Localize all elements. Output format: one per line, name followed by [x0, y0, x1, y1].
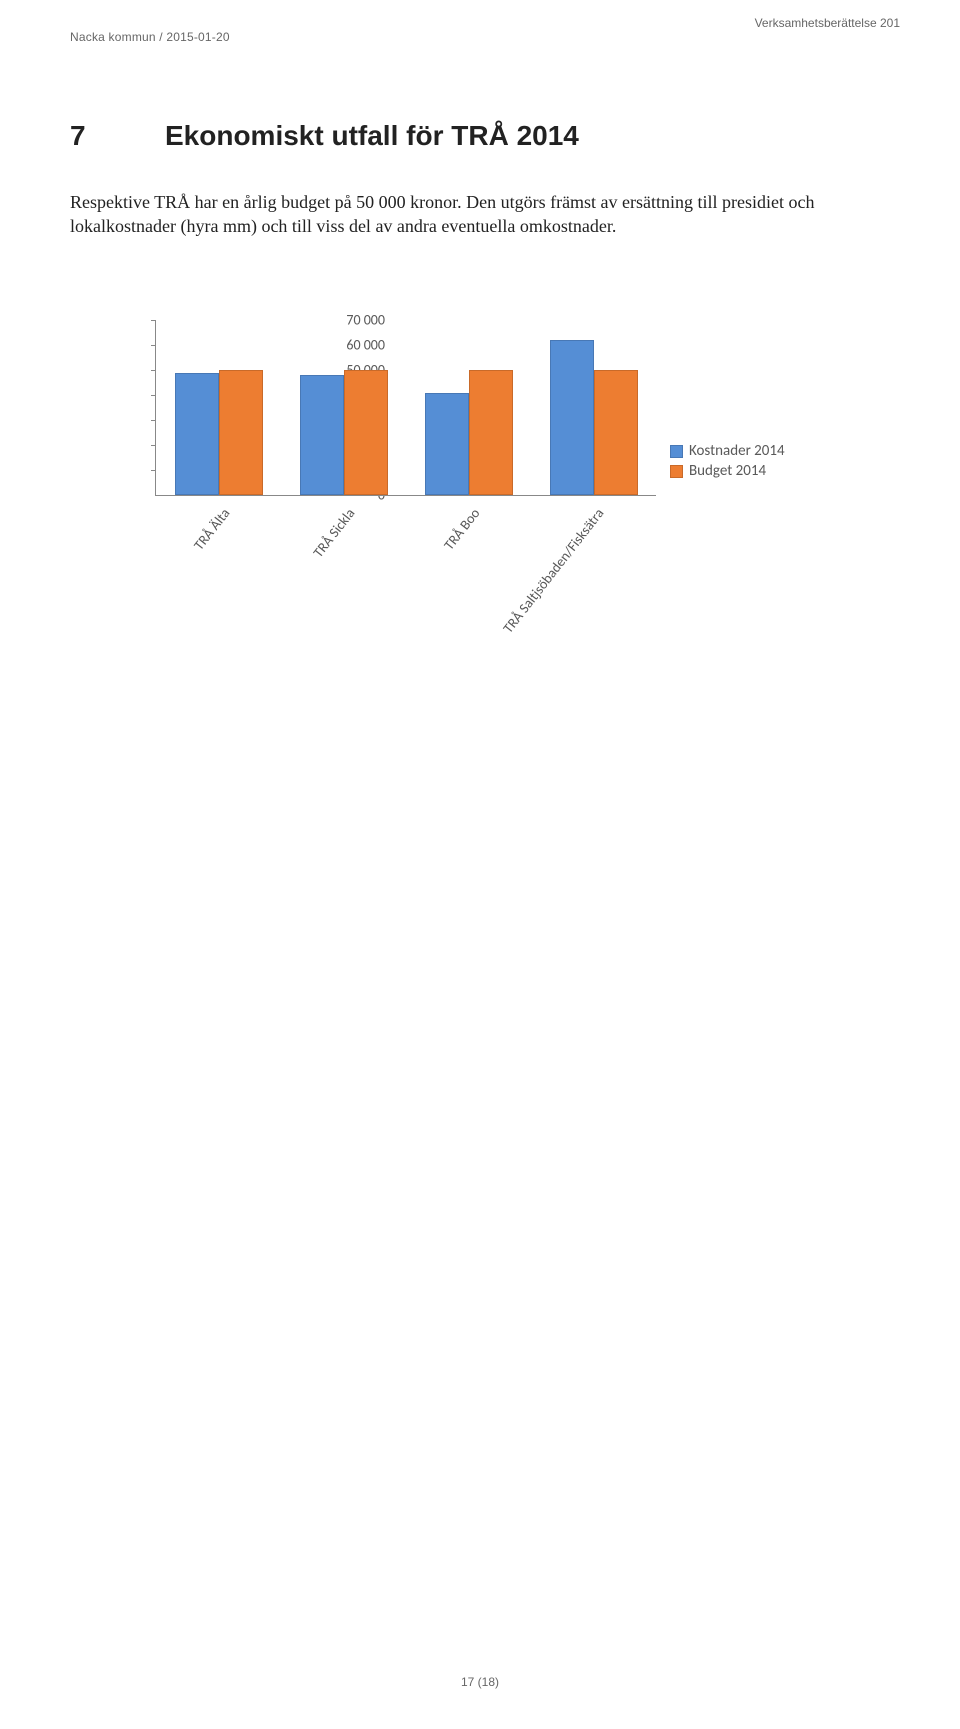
bar-budget — [219, 370, 263, 495]
bar-kostnader — [175, 373, 219, 496]
legend: Kostnader 2014 Budget 2014 — [670, 440, 785, 482]
bar-group — [281, 370, 406, 495]
x-tick-label: TRÅ Älta — [128, 505, 234, 634]
x-tick-label: TRÅ Saltjsöbaden/Fisksätra — [459, 505, 608, 689]
section-number: 7 — [70, 120, 165, 152]
bar-group — [406, 370, 531, 495]
bar-budget — [344, 370, 388, 495]
legend-label: Kostnader 2014 — [689, 442, 785, 460]
legend-item: Kostnader 2014 — [670, 442, 785, 460]
bar-budget — [594, 370, 638, 495]
bar-group — [531, 340, 656, 495]
page: Nacka kommun / 2015-01-20 Verksamhetsber… — [0, 0, 960, 1729]
y-tick — [151, 345, 156, 346]
y-tick — [151, 320, 156, 321]
x-tick-label: TRÅ Sickla — [253, 505, 359, 634]
header-right: Verksamhetsberättelse 201 — [755, 16, 900, 30]
bar-group — [156, 370, 281, 495]
page-footer: 17 (18) — [0, 1675, 960, 1689]
legend-label: Budget 2014 — [689, 462, 766, 480]
bar-kostnader — [300, 375, 344, 495]
bar-chart: 0 10 000 20 000 30 000 40 000 50 000 60 … — [70, 310, 890, 660]
section-heading: 7 Ekonomiskt utfall för TRÅ 2014 — [70, 120, 579, 152]
bar-kostnader — [425, 393, 469, 496]
legend-swatch — [670, 445, 683, 458]
x-tick-label: TRÅ Boo — [378, 505, 484, 634]
bar-kostnader — [550, 340, 594, 495]
legend-item: Budget 2014 — [670, 462, 785, 480]
section-title: Ekonomiskt utfall för TRÅ 2014 — [165, 120, 579, 152]
header-left: Nacka kommun / 2015-01-20 — [70, 30, 230, 44]
plot-area — [155, 320, 656, 496]
legend-swatch — [670, 465, 683, 478]
bar-budget — [469, 370, 513, 495]
body-paragraph: Respektive TRÅ har en årlig budget på 50… — [70, 190, 830, 239]
